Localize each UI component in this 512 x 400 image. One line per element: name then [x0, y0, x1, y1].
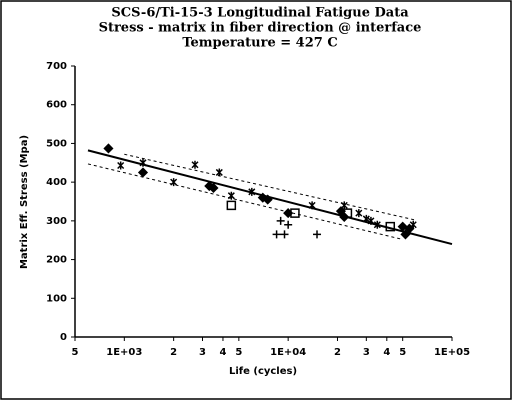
y-tick-label: 700 — [46, 61, 67, 72]
data-point — [272, 230, 281, 239]
data-point — [117, 161, 125, 170]
y-tick-label: 600 — [46, 100, 67, 111]
data-point — [342, 208, 353, 218]
fit-line — [124, 153, 416, 221]
data-point — [276, 216, 285, 225]
x-tick-label: 1E+03 — [106, 347, 142, 358]
y-tick-label: 200 — [46, 255, 67, 266]
x-tick-label: 5 — [235, 347, 242, 358]
data-point — [248, 187, 256, 196]
data-point — [308, 201, 316, 210]
y-axis-label: Matrix Eff. Stress (Mpa) — [19, 135, 30, 269]
data-point — [409, 220, 417, 229]
data-point — [373, 220, 381, 229]
y-tick-label: 500 — [46, 138, 67, 149]
data-point — [208, 182, 219, 194]
title-line: SCS-6/Ti-15-3 Longitudinal Fatigue Data — [111, 6, 409, 21]
data-point — [400, 229, 411, 240]
x-tick-label: 4 — [383, 347, 390, 358]
data-point — [227, 191, 235, 200]
data-point — [284, 220, 293, 229]
x-axis-label: Life (cycles) — [229, 366, 297, 377]
data-point — [340, 201, 348, 210]
x-tick-label: 5 — [72, 347, 79, 358]
title-line: Stress - matrix in fiber direction @ int… — [99, 21, 422, 36]
data-point — [191, 160, 199, 169]
data-point — [362, 214, 370, 223]
data-point — [262, 194, 273, 205]
y-tick-label: 0 — [60, 332, 67, 343]
y-tick-label: 100 — [46, 293, 67, 304]
data-point — [170, 178, 178, 187]
data-point — [103, 143, 114, 154]
data-point — [280, 230, 289, 239]
data-point — [257, 192, 268, 203]
data-point — [385, 221, 396, 232]
data-point — [367, 216, 375, 225]
data-point — [355, 209, 363, 218]
data-point — [139, 158, 147, 167]
data-point — [290, 208, 300, 218]
x-tick-label: 4 — [219, 347, 226, 358]
x-tick-label: 2 — [170, 347, 177, 358]
data-point — [215, 168, 223, 177]
data-point — [313, 230, 322, 239]
data-point — [137, 167, 149, 178]
data-point — [226, 200, 237, 211]
x-tick-label: 5 — [399, 347, 406, 358]
y-tick-label: 400 — [46, 177, 67, 188]
x-tick-label: 3 — [199, 347, 206, 358]
x-tick-label: 3 — [363, 347, 370, 358]
y-tick-label: 300 — [46, 216, 67, 227]
fit-line — [87, 163, 403, 240]
x-tick-label: 2 — [334, 347, 341, 358]
x-tick-label: 1E+05 — [434, 347, 470, 358]
x-tick-label: 1E+04 — [270, 347, 306, 358]
title-line: Temperature = 427 C — [182, 36, 337, 51]
